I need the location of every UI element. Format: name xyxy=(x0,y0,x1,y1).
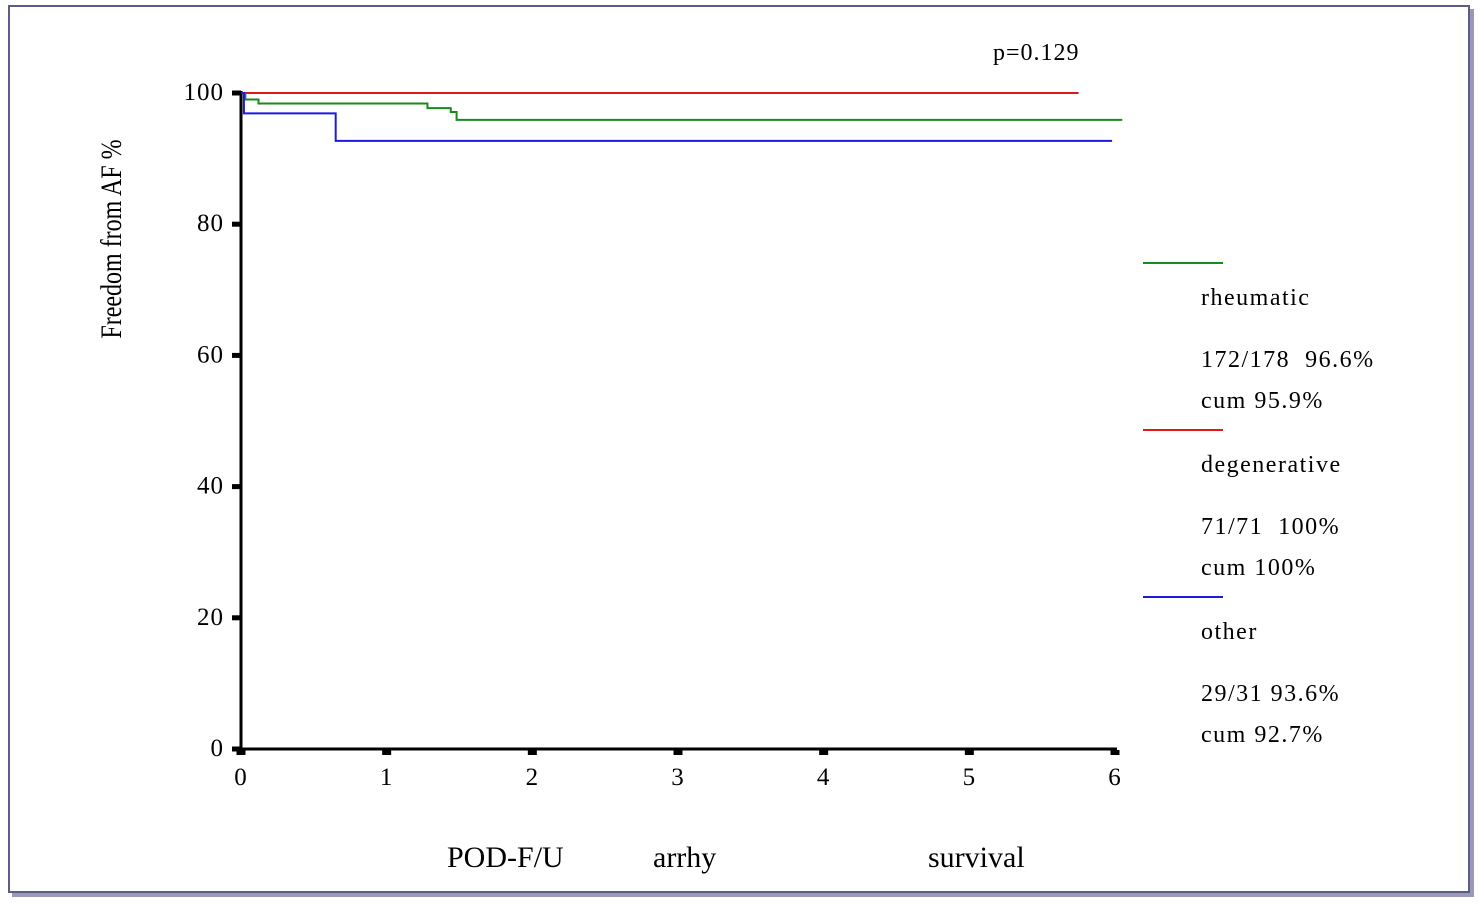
x-tick-mark xyxy=(673,750,683,755)
y-tick-label: 0 xyxy=(211,735,225,762)
y-tick-label: 20 xyxy=(197,604,224,631)
survival-curves xyxy=(241,92,1123,142)
y-tick-mark xyxy=(232,352,241,358)
legend-label-other: other xyxy=(1201,619,1258,645)
x-tick-mark xyxy=(382,750,392,755)
x-tick-mark xyxy=(236,750,246,755)
y-tick-label: 40 xyxy=(197,473,224,500)
x-tick-label: 6 xyxy=(1108,764,1122,791)
y-tick-mark xyxy=(232,221,241,227)
axes: 0 20 40 60 80 100 0 1 2 3 4 5 6 xyxy=(184,79,1122,791)
x-tick-mark xyxy=(819,750,829,755)
legend-cum-rheumatic: cum 95.9% xyxy=(1201,388,1324,414)
x-axis-label-part: survival xyxy=(928,841,1025,874)
legend-summary-degenerative: 71/71 100% xyxy=(1201,514,1340,540)
x-tick-mark xyxy=(1110,750,1120,755)
x-axis-label-part: POD-F/U xyxy=(447,841,564,874)
chart-frame: p=0.129 Freedom from AF % 0 20 40 60 80 100 0 1… xyxy=(8,5,1470,893)
p-value-annotation: p=0.129 xyxy=(993,40,1080,66)
x-axis-label-part: arrhy xyxy=(653,841,716,874)
y-tick-label: 60 xyxy=(197,341,224,368)
legend-label-rheumatic: rheumatic xyxy=(1201,285,1310,311)
x-tick-label: 4 xyxy=(817,764,831,791)
y-tick-mark xyxy=(232,484,241,490)
legend: rheumatic 172/178 96.6% cum 95.9% degenerat… xyxy=(1143,262,1375,748)
x-tick-mark xyxy=(964,750,974,755)
x-tick-label: 3 xyxy=(671,764,685,791)
y-tick-label: 100 xyxy=(184,79,225,106)
legend-label-degenerative: degenerative xyxy=(1201,452,1342,478)
x-tick-label: 2 xyxy=(526,764,540,791)
y-tick-label: 80 xyxy=(197,210,224,237)
series-line-other xyxy=(241,92,1113,142)
legend-summary-rheumatic: 172/178 96.6% xyxy=(1201,347,1375,373)
y-axis-label: Freedom from AF % xyxy=(94,139,127,338)
y-tick-mark xyxy=(232,746,241,752)
legend-cum-other: cum 92.7% xyxy=(1201,722,1324,748)
x-tick-mark xyxy=(527,750,537,755)
x-axis-label: POD-F/U arrhy survival xyxy=(447,841,1025,874)
legend-cum-degenerative: cum 100% xyxy=(1201,555,1316,581)
x-tick-label: 1 xyxy=(380,764,394,791)
x-tick-label: 0 xyxy=(234,764,248,791)
legend-summary-other: 29/31 93.6% xyxy=(1201,681,1340,707)
kaplan-meier-chart: p=0.129 Freedom from AF % 0 20 40 60 80 100 0 1… xyxy=(94,40,1375,874)
x-tick-label: 5 xyxy=(963,764,977,791)
y-tick-mark xyxy=(232,90,241,96)
series-line-rheumatic xyxy=(241,92,1123,121)
y-tick-mark xyxy=(232,615,241,621)
